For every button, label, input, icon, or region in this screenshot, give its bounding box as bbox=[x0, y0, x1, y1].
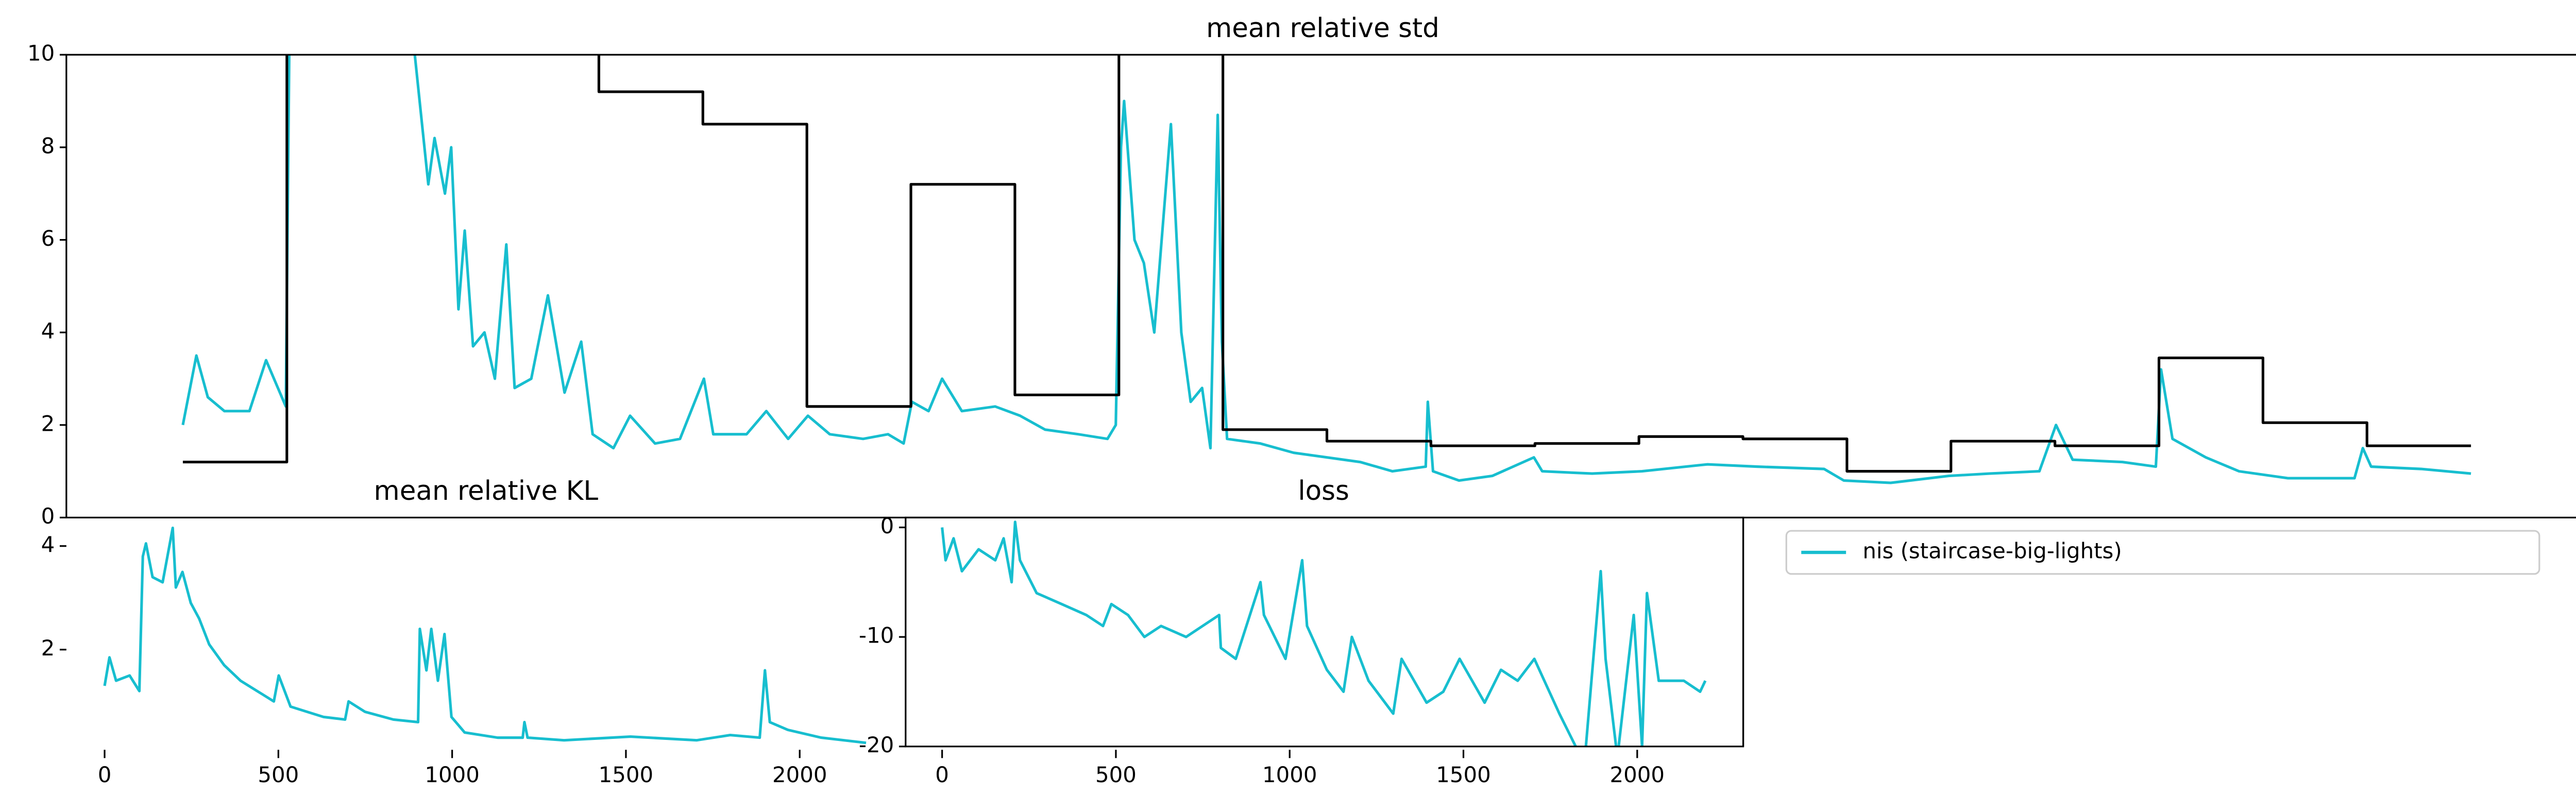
series-line bbox=[181, 55, 2471, 484]
chart-title: loss bbox=[1298, 476, 1349, 507]
x-tick-label: 0 bbox=[98, 762, 112, 787]
legend: nis (staircase-big-lights) bbox=[1785, 530, 2540, 575]
y-tick-label: 2 bbox=[41, 635, 55, 661]
axes-frame bbox=[905, 516, 1744, 748]
x-tick-label: 1000 bbox=[1262, 762, 1317, 787]
legend-box bbox=[1785, 530, 2540, 575]
y-tick-label: 2 bbox=[41, 411, 55, 436]
y-tick-label: 4 bbox=[41, 532, 55, 557]
y-tick-label: 10 bbox=[27, 41, 55, 66]
x-tick-label: 2000 bbox=[772, 762, 827, 787]
x-tick-label: 1500 bbox=[599, 762, 654, 787]
y-tick-label: -20 bbox=[859, 732, 894, 757]
legend-label: nis (staircase-big-lights) bbox=[1862, 538, 2122, 564]
x-tick-label: 500 bbox=[1095, 762, 1137, 787]
panel: mean relative std 0 2 4 6 8 10 bbox=[27, 13, 2576, 529]
chart-title: mean relative std bbox=[1206, 13, 1439, 44]
y-tick-label: 6 bbox=[41, 226, 55, 251]
panel: mean relative KL 2 4 0 500 1000 1500 2000 bbox=[41, 476, 867, 787]
y-tick-label: 0 bbox=[41, 503, 55, 529]
x-tick-label: 0 bbox=[935, 762, 949, 787]
panel: loss -20 -10 0 0 500 1000 1500 2000 bbox=[859, 476, 1744, 787]
series-line bbox=[941, 520, 1707, 747]
x-tick-label: 500 bbox=[258, 762, 299, 787]
y-tick-label: 0 bbox=[880, 513, 894, 538]
series-line bbox=[182, 55, 2471, 473]
series-line bbox=[103, 526, 867, 745]
chart-title: mean relative KL bbox=[374, 476, 599, 507]
y-tick-label: 4 bbox=[41, 318, 55, 344]
x-tick-label: 1500 bbox=[1436, 762, 1491, 787]
y-tick-label: -10 bbox=[859, 623, 894, 648]
x-tick-label: 1000 bbox=[425, 762, 480, 787]
y-tick-label: 8 bbox=[41, 133, 55, 158]
x-tick-label: 2000 bbox=[1610, 762, 1665, 787]
